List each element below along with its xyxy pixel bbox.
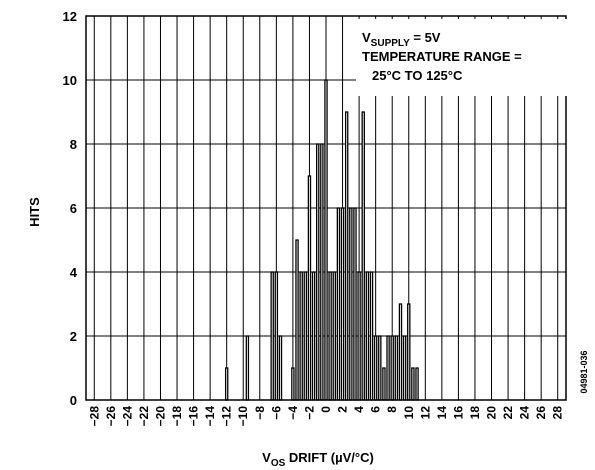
histogram-bar (361, 111, 365, 401)
x-tick-label: −14 (203, 406, 217, 427)
histogram-bar (332, 271, 336, 401)
histogram-bar (299, 271, 303, 401)
histogram-bar (353, 207, 357, 401)
legend-line-2: TEMPERATURE RANGE = (362, 49, 522, 64)
bars (224, 79, 419, 401)
x-tick-label: 4 (352, 406, 366, 413)
y-tick-label: 0 (70, 393, 77, 408)
histogram-bar (328, 271, 332, 401)
x-tick-label: −28 (87, 406, 101, 427)
histogram-bar (291, 367, 295, 401)
figure-id: 04981-036 (579, 350, 589, 393)
histogram-bar (295, 239, 299, 401)
x-tick-label: −4 (286, 406, 300, 420)
x-tick-label: −12 (220, 406, 234, 427)
histogram-bar (382, 367, 386, 401)
x-tick-label: 6 (369, 406, 383, 413)
histogram-bar (320, 143, 324, 401)
histogram-bar (411, 367, 415, 401)
y-tick-label: 12 (63, 9, 77, 24)
x-axis-title-main: V (262, 450, 271, 465)
histogram-bar (340, 207, 345, 401)
histogram-bar (378, 335, 382, 401)
histogram-bar (245, 335, 250, 401)
histogram-bar (398, 303, 403, 401)
legend-line-1: VSUPPLY = 5V (362, 30, 441, 49)
x-tick-labels: −28 −26 −24 −22 −20 −18 −16 −14 −12 −10 −8 −6 −4 −2 0 2… (87, 406, 564, 427)
histogram-bar (270, 271, 274, 401)
legend-background (356, 19, 567, 96)
x-axis-title-rest: DRIFT (µV/°C) (285, 450, 374, 465)
x-tick-label: −26 (104, 406, 118, 427)
legend-line-1-sub: SUPPLY (371, 38, 410, 49)
x-tick-label: 12 (418, 406, 432, 420)
histogram-bar (390, 335, 394, 401)
histogram-bar (224, 367, 229, 401)
histogram-bar (369, 271, 374, 401)
x-tick-label: −8 (253, 406, 267, 420)
histogram-bar (407, 303, 411, 401)
x-tick-label: 10 (402, 406, 416, 420)
x-tick-label: −20 (153, 406, 167, 427)
x-tick-label: 22 (501, 406, 515, 420)
histogram-bar (303, 271, 308, 401)
x-tick-label: −24 (120, 406, 134, 427)
x-tick-label: 14 (435, 406, 449, 420)
x-axis-title: VOS DRIFT (µV/°C) (262, 450, 374, 469)
plot-frame (85, 15, 567, 401)
histogram-bar (274, 271, 279, 401)
x-tick-label: 20 (485, 406, 499, 420)
legend-line-3: 25°C TO 125°C (372, 68, 463, 83)
histogram-bar (373, 335, 378, 401)
x-axis-title-sub: OS (271, 458, 286, 469)
x-tick-label: 26 (534, 406, 548, 420)
y-tick-label: 8 (70, 137, 77, 152)
legend-line-1-main: V (362, 30, 371, 45)
legend-box: VSUPPLY = 5V TEMPERATURE RANGE = 25°C TO… (356, 19, 567, 96)
y-tick-label: 6 (70, 201, 77, 216)
histogram-bar (349, 207, 353, 401)
y-tick-label: 2 (70, 329, 77, 344)
histogram-bar (336, 207, 341, 401)
y-tick-labels: 0 2 4 6 8 10 12 (63, 9, 78, 408)
x-tick-label: 24 (518, 406, 532, 420)
histogram-bar (307, 175, 312, 401)
histogram-bar (311, 271, 316, 401)
histogram-bar (344, 111, 349, 401)
x-tick-label: −22 (137, 406, 151, 427)
x-tick-label: −18 (170, 406, 184, 427)
y-tick-label: 10 (63, 73, 77, 88)
histogram-bar (357, 271, 361, 401)
x-tick-label: 16 (451, 406, 465, 420)
histogram-bar (316, 143, 320, 401)
x-tick-label: −10 (236, 406, 250, 427)
histogram-bar (402, 335, 407, 401)
histogram-bar (278, 335, 283, 401)
legend-line-1-rest: = 5V (410, 30, 441, 45)
x-tick-label: −2 (302, 406, 316, 420)
x-tick-label: 18 (468, 406, 482, 420)
x-tick-label: −16 (187, 406, 201, 427)
x-tick-label: 8 (385, 406, 399, 413)
histogram-bar (386, 335, 390, 401)
x-tick-label: −6 (269, 406, 283, 420)
x-tick-label: 2 (336, 406, 350, 413)
x-tick-label: 28 (551, 406, 565, 420)
x-tick-label: 0 (319, 406, 333, 413)
histogram-bar (365, 271, 370, 401)
histogram-bar (394, 335, 399, 401)
y-axis-title: HITS (27, 197, 42, 227)
histogram-bar (324, 79, 328, 401)
y-tick-label: 4 (70, 265, 78, 280)
histogram-bar (415, 367, 419, 401)
